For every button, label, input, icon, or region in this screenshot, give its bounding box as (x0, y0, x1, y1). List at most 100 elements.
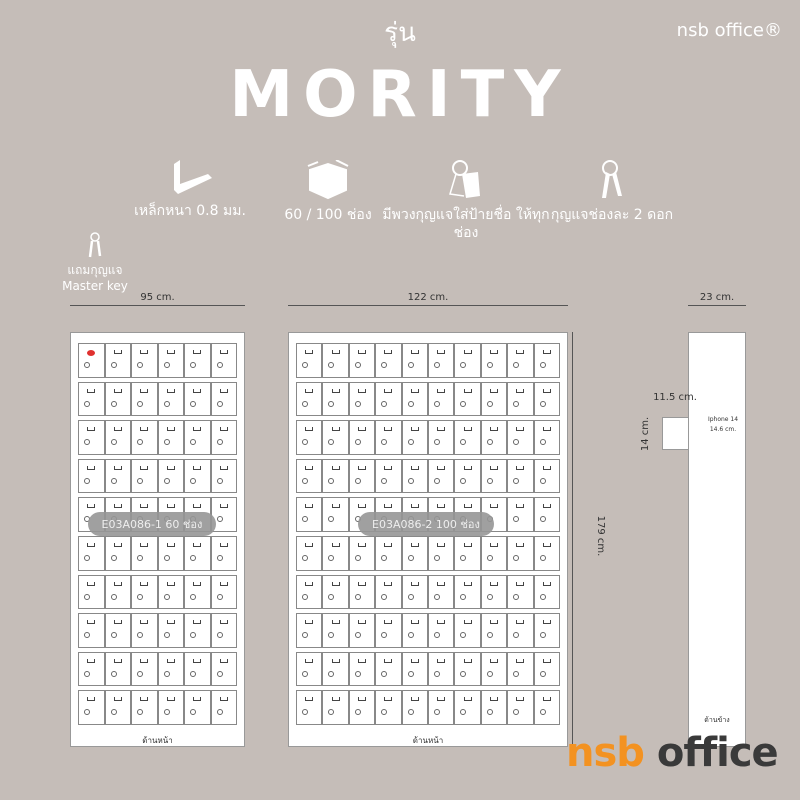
handle-icon (437, 465, 446, 470)
keyhole-icon (486, 400, 493, 407)
keyhole-icon (381, 439, 388, 446)
keyhole-icon (137, 362, 143, 368)
keyhole-icon (381, 555, 388, 561)
brand-logo-top: nsb office® (676, 20, 782, 41)
model-title: MORITY (229, 58, 571, 132)
locker-door (131, 381, 158, 417)
locker-door (480, 381, 508, 417)
locker-door (104, 536, 131, 571)
locker-door (533, 690, 560, 725)
handle-icon (410, 543, 419, 547)
handle-icon (437, 543, 446, 547)
handle-icon (410, 350, 419, 354)
handle-icon (410, 697, 419, 702)
locker-door (533, 613, 560, 648)
handle-icon (219, 350, 228, 354)
keyhole-icon (513, 709, 520, 716)
locker-door (296, 690, 323, 725)
handle-icon (542, 504, 551, 509)
handle-icon (140, 697, 149, 702)
locker-door (78, 536, 105, 571)
keyhole-icon (407, 670, 414, 677)
locker-door (322, 420, 349, 455)
handle-icon (489, 388, 498, 393)
handle-icon (437, 620, 446, 625)
keyhole-icon (137, 555, 143, 561)
handle-icon (357, 350, 366, 354)
handle-icon (489, 350, 498, 354)
keyhole-icon (539, 477, 546, 484)
keyhole-icon (434, 593, 440, 600)
handle-icon (542, 543, 551, 547)
width-dimension: 95 cm. (140, 292, 175, 303)
keyhole-icon (302, 439, 308, 446)
locker-door (454, 381, 481, 417)
locker-door (480, 613, 508, 648)
handle-icon (331, 350, 340, 354)
handle-icon (357, 504, 366, 509)
handle-icon (219, 620, 228, 625)
locker-door (428, 343, 455, 378)
locker-door (401, 381, 428, 417)
front-label: ด้านหน้า (142, 736, 173, 745)
handle-icon (516, 581, 525, 586)
keyhole-icon (328, 477, 335, 484)
locker-door (157, 381, 184, 417)
handle-icon (87, 581, 96, 586)
handle-icon (219, 465, 228, 470)
handle-icon (331, 543, 340, 547)
locker-door (375, 536, 402, 571)
keyhole-icon (460, 670, 467, 677)
locker-door (401, 613, 428, 648)
handle-icon (219, 581, 228, 586)
locker-door (507, 651, 534, 687)
locker-door (210, 574, 237, 610)
locker-door (480, 574, 508, 610)
locker-door (480, 420, 508, 455)
keyhole-icon (84, 400, 90, 407)
locker-door (210, 420, 237, 455)
locker-door (78, 651, 105, 687)
locker-door (78, 420, 105, 455)
handle-icon (331, 427, 340, 432)
front-label: ด้านหน้า (412, 736, 444, 745)
handle-icon (219, 504, 228, 509)
handle-icon (542, 581, 551, 586)
locker-door (428, 574, 455, 610)
locker-door (348, 420, 376, 455)
handle-icon (219, 697, 228, 702)
locker-door (533, 343, 560, 378)
handle-icon (87, 504, 96, 509)
keyhole-icon (460, 400, 467, 407)
keys-icon (602, 160, 622, 198)
keyhole-icon (460, 439, 467, 446)
locker-door (480, 690, 508, 725)
handle-icon (542, 465, 551, 470)
handle-icon (384, 427, 393, 432)
handle-icon (410, 504, 419, 509)
feature-keytag: มีพวงกุญแจใส่ป้ายชื่อ ให้ทุกช่อง (376, 160, 556, 242)
locker-door (78, 381, 105, 417)
keyhole-icon (302, 709, 308, 716)
handle-icon (357, 697, 366, 702)
locker-door (104, 458, 131, 494)
locker-door (157, 651, 184, 687)
locker-door (454, 458, 481, 494)
handle-icon (305, 350, 314, 354)
keyhole-icon (539, 400, 546, 407)
locker-door (375, 420, 402, 455)
handle-icon (516, 658, 525, 663)
keyhole-icon (407, 593, 414, 600)
locker-door (322, 613, 349, 648)
locker-door (428, 690, 455, 725)
handle-icon (140, 427, 149, 432)
handle-icon (166, 620, 175, 625)
keyhole-icon (407, 709, 414, 716)
handle-icon (384, 350, 393, 354)
keyhole-icon (407, 632, 414, 639)
locker-door (184, 536, 211, 571)
logo-office: office (643, 730, 779, 776)
locker-door (322, 536, 349, 571)
locker-door (375, 690, 402, 725)
keyhole-icon (486, 593, 493, 600)
